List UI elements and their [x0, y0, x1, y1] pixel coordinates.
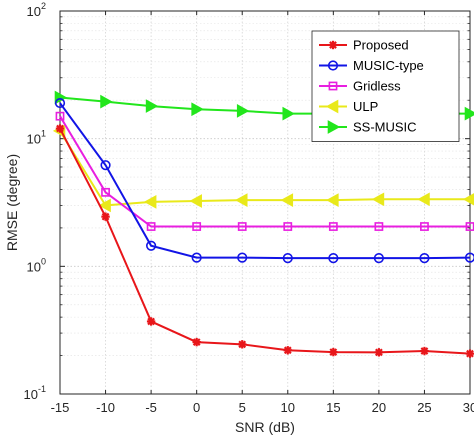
data-point-ss-music [54, 90, 68, 105]
data-point-ulp [280, 193, 294, 207]
legend: Proposed MUSIC-type Gridless ULP SS-MUSIC [311, 30, 460, 142]
series-line-music-type [59, 102, 471, 260]
legend-item-gridless: Gridless [319, 79, 401, 94]
data-point-ss-music [236, 104, 250, 118]
y-axis-label: RMSE (degree) [4, 154, 20, 251]
data-point-gridless [237, 222, 247, 231]
legend-marker-proposed [328, 40, 338, 50]
series-proposed [55, 124, 474, 358]
data-point-ulp [189, 194, 202, 208]
data-point-music-type [282, 253, 293, 264]
x-tick-label: -10 [96, 400, 115, 415]
data-point-proposed [374, 348, 384, 357]
x-tick-label: 30 [463, 400, 474, 415]
data-point-gridless [55, 111, 65, 121]
data-point-gridless [328, 222, 338, 231]
legend-item-proposed: Proposed [319, 38, 409, 53]
data-point-gridless [192, 222, 202, 231]
data-point-ulp [98, 198, 111, 213]
data-point-gridless [101, 187, 110, 197]
data-point-proposed [192, 337, 201, 347]
series-line-gridless [59, 115, 470, 228]
data-point-ulp [462, 193, 474, 206]
x-tick-label: 10 [281, 400, 295, 415]
legend-label: MUSIC-type [353, 58, 424, 73]
data-point-gridless [283, 222, 293, 231]
legend-label: ULP [353, 99, 378, 114]
label-layer: SNR (dB) RMSE (degree) [4, 154, 295, 435]
data-point-gridless [374, 222, 384, 231]
data-point-ss-music [464, 106, 474, 121]
legend-marker-ss-music [327, 120, 341, 134]
data-point-gridless [146, 222, 156, 231]
data-point-music-type [146, 240, 157, 251]
data-point-music-type [100, 160, 111, 171]
x-tick-label: 0 [193, 400, 200, 415]
x-tick-label: -15 [51, 400, 70, 415]
data-point-ss-music [100, 94, 113, 109]
data-point-ulp [417, 192, 430, 207]
data-point-music-type [191, 252, 202, 263]
legend-item-music-type: MUSIC-type [319, 58, 424, 73]
series-line-proposed [59, 128, 471, 355]
data-point-ulp [143, 194, 157, 209]
data-point-proposed [465, 349, 474, 358]
data-point-ss-music [282, 106, 295, 121]
data-point-ss-music [191, 102, 204, 117]
series-gridless [55, 111, 474, 231]
data-point-ss-music [145, 99, 159, 113]
legend-item-ulp: ULP [319, 99, 378, 114]
data-point-music-type [237, 252, 248, 263]
data-point-proposed [238, 340, 247, 349]
data-point-music-type [54, 97, 66, 109]
data-point-proposed [329, 347, 338, 357]
data-point-ulp [371, 192, 385, 207]
legend-marker-music-type [327, 60, 339, 71]
x-tick-label: 5 [239, 400, 246, 415]
data-point-proposed [101, 212, 110, 221]
y-tick-label: 101 [27, 129, 46, 147]
y-tick-label: 10-1 [24, 384, 46, 402]
tick-layer: -15 -10 -5 0 5 10 15 20 25 30 10-1 100 101 102 [24, 1, 474, 415]
y-tick-label: 100 [27, 256, 46, 274]
data-point-proposed [55, 124, 65, 133]
x-tick-label: 15 [326, 400, 340, 415]
legend-item-ss-music: SS-MUSIC [319, 120, 417, 135]
data-point-ulp [235, 193, 248, 207]
x-axis-label: SNR (dB) [235, 419, 295, 435]
y-tick-label: 102 [27, 1, 46, 19]
data-point-music-type [419, 253, 430, 264]
data-point-gridless [420, 222, 429, 231]
data-point-music-type [464, 252, 474, 263]
legend-label: Gridless [353, 79, 401, 94]
x-tick-label: 20 [372, 400, 386, 415]
data-point-proposed [146, 317, 156, 326]
x-tick-label: 25 [417, 400, 431, 415]
legend-marker-ulp [325, 99, 339, 114]
legend-label: SS-MUSIC [353, 120, 417, 135]
data-point-ulp [326, 193, 339, 207]
legend-label: Proposed [353, 38, 409, 53]
data-point-music-type [373, 253, 384, 264]
data-point-proposed [420, 346, 429, 356]
series-ulp [52, 124, 474, 213]
data-point-proposed [283, 346, 292, 355]
data-point-music-type [328, 253, 339, 264]
legend-marker-gridless [328, 81, 338, 91]
series-music-type [54, 97, 474, 264]
x-tick-label: -5 [145, 400, 157, 415]
